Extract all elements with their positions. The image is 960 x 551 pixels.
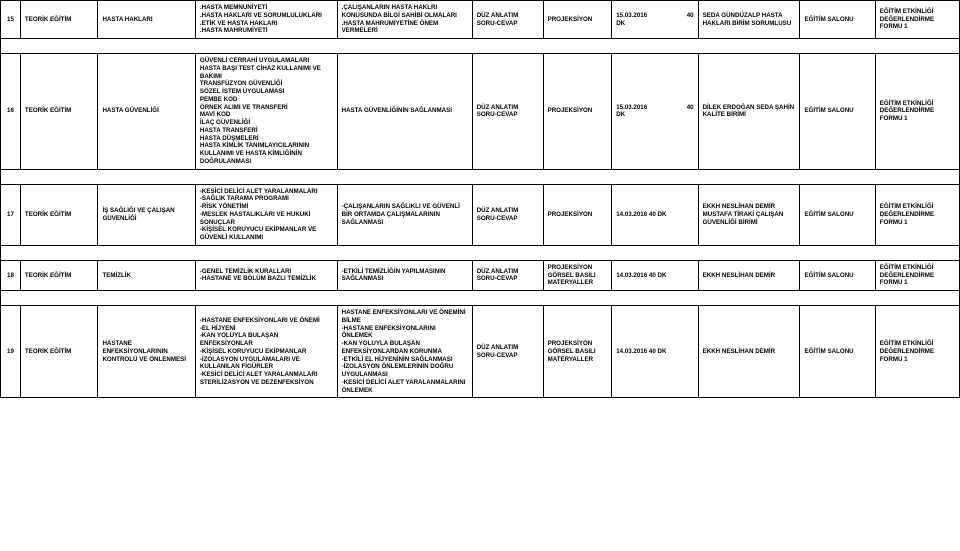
cell-j: EĞİTİM ETKİNLİĞİ DEĞERLENDİRME FORMU 1 [875,306,959,398]
cell-n: 17 [1,184,21,245]
cell-e: DÜZ ANLATIM SORU-CEVAP [472,260,543,290]
cell-g: 14.03.2016 40 DK [612,260,698,290]
cell-f: PROJEKSİYON [543,184,612,245]
table-row: 17TEORİK EĞİTİMİŞ SAĞLIĞI VE ÇALIŞAN GÜV… [1,184,960,245]
cell-i: EĞİTİM SALONU [800,54,875,170]
cell-i: EĞİTİM SALONU [800,306,875,398]
cell-n: 15 [1,1,21,39]
cell-f: PROJEKSİYON GÖRSEL BASILI MATERYALLER [543,306,612,398]
table-row: 19TEORİK EĞİTİMHASTANE ENFEKSİYONLARININ… [1,306,960,398]
cell-h: EKKH NESLİHAN DEMİR MUSTAFA TİRAKİ ÇALIŞ… [698,184,800,245]
cell-f: PROJEKSİYON [543,1,612,39]
cell-i: EĞİTİM SALONU [800,1,875,39]
cell-b: HASTA GÜVENLİĞİ [98,54,195,170]
cell-g: 14.03.2016 40 DK [612,184,698,245]
cell-h: DİLEK ERDOĞAN SEDA ŞAHİN KALİTE BİRİMİ [698,54,800,170]
training-table: 15TEORİK EĞİTİMHASTA HAKLARI.HASTA MEMNU… [0,0,960,398]
cell-e: DÜZ ANLATIM SORU-CEVAP [472,1,543,39]
cell-d: .ÇALIŞANLARIN HASTA HAKLRI KONUSUNDA BİL… [337,1,472,39]
cell-i: EĞİTİM SALONU [800,184,875,245]
cell-d: HASTANE ENFEKSİYONLARI VE ÖNEMİNİ BİLME … [337,306,472,398]
cell-a: TEORİK EĞİTİM [20,260,98,290]
cell-g: 15.03.201640DK [612,54,698,170]
cell-b: TEMİZLİK [98,260,195,290]
table-row: 15TEORİK EĞİTİMHASTA HAKLARI.HASTA MEMNU… [1,1,960,39]
cell-e: DÜZ ANLATIM SORU-CEVAP [472,54,543,170]
cell-j: EĞİTİM ETKİNLİĞİ DEĞERLENDİRME FORMU 1 [875,1,959,39]
cell-g: 14.03.2016 40 DK [612,306,698,398]
table-row: 18TEORİK EĞİTİMTEMİZLİK-GENEL TEMİZLİK K… [1,260,960,290]
cell-n: 19 [1,306,21,398]
cell-d: HASTA GÜVENLİĞİNİN SAĞLANMASI [337,54,472,170]
table-row: 16TEORİK EĞİTİMHASTA GÜVENLİĞİGÜVENLİ CE… [1,54,960,170]
cell-a: TEORİK EĞİTİM [20,184,98,245]
cell-c: GÜVENLİ CERRAHİ UYGULAMALARI HASTA BAŞI … [195,54,337,170]
cell-h: EKKH NESLİHAN DEMİR [698,306,800,398]
cell-c: -HASTANE ENFEKSİYONLARI VE ÖNEMİ -EL HİJ… [195,306,337,398]
cell-b: HASTA HAKLARI [98,1,195,39]
cell-a: TEORİK EĞİTİM [20,54,98,170]
cell-f: PROJEKSİYON GÖRSEL BASILI MATERYALLER [543,260,612,290]
cell-f: PROJEKSİYON [543,54,612,170]
cell-d: -ÇALIŞANLARIN SAĞLIKLI VE GÜVENLİ BİR OR… [337,184,472,245]
cell-n: 16 [1,54,21,170]
cell-d: -ETKİLİ TEMİZLİĞİN YAPILMASININ SAĞLANMA… [337,260,472,290]
cell-n: 18 [1,260,21,290]
cell-j: EĞİTİM ETKİNLİĞİ DEĞERLENDİRME FORMU 1 [875,184,959,245]
cell-h: EKKH NESLİHAN DEMİR [698,260,800,290]
cell-b: İŞ SAĞLIĞI VE ÇALIŞAN GÜVENLİĞİ [98,184,195,245]
cell-c: -GENEL TEMİZLİK KURALLARI -HASTANE VE BÖ… [195,260,337,290]
cell-h: SEDA GÜNDÜZALP HASTA HAKLARI BİRİM SORUM… [698,1,800,39]
cell-c: -KESİCİ DELİCİ ALET YARALANMALARI -SAĞLI… [195,184,337,245]
cell-e: DÜZ ANLATIM SORU-CEVAP [472,184,543,245]
cell-c: .HASTA MEMNUNİYETİ .HASTA HAKLARI VE SOR… [195,1,337,39]
cell-j: EĞİTİM ETKİNLİĞİ DEĞERLENDİRME FORMU 1 [875,54,959,170]
cell-i: EĞİTİM SALONU [800,260,875,290]
cell-g: 15.03.201640DK [612,1,698,39]
cell-a: TEORİK EĞİTİM [20,1,98,39]
cell-e: DÜZ ANLATIM SORU-CEVAP [472,306,543,398]
cell-j: EĞİTİM ETKİNLİĞİ DEĞERLENDİRME FORMU 1 [875,260,959,290]
cell-a: TEORİK EĞİTİM [20,306,98,398]
cell-b: HASTANE ENFEKSİYONLARININ KONTROLÜ VE ÖN… [98,306,195,398]
